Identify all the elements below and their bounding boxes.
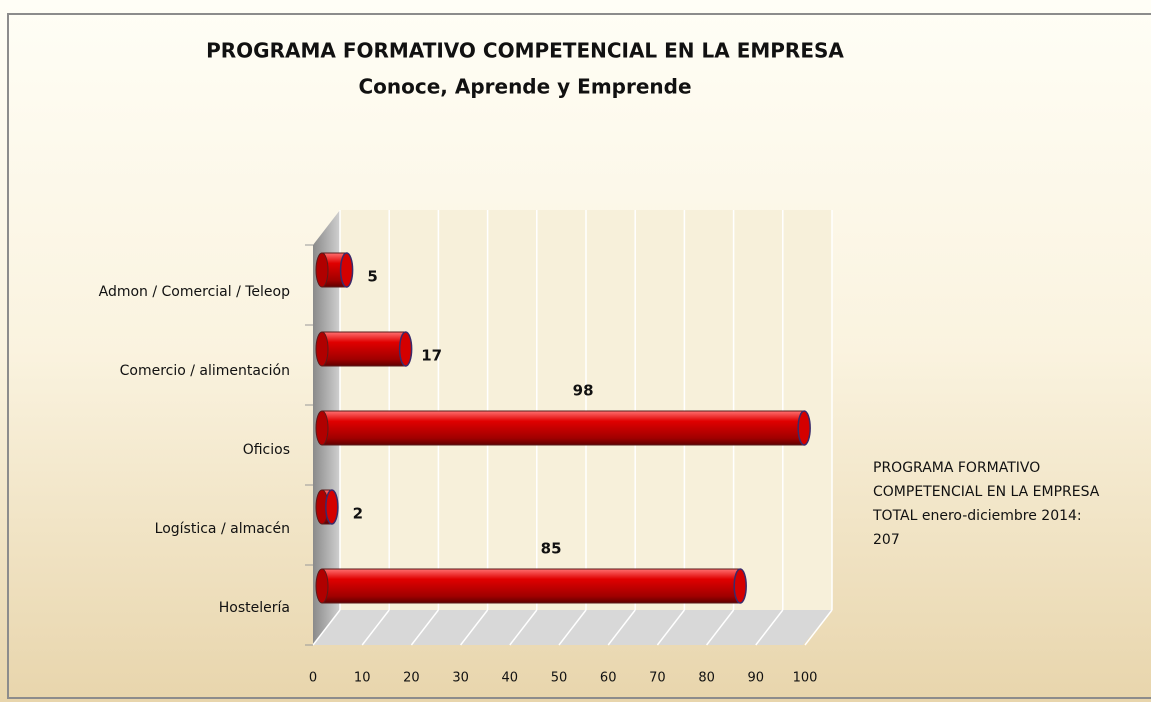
annotation: COMPETENCIAL EN LA EMPRESA	[873, 484, 1100, 500]
x-tick-label: 50	[551, 671, 568, 686]
x-tick-label: 20	[403, 671, 420, 686]
x-tick-label: 40	[502, 671, 519, 686]
annotation: 207	[873, 532, 900, 548]
x-tick-label: 10	[354, 671, 371, 686]
x-tick-label: 70	[649, 671, 666, 686]
bar-cap	[733, 568, 747, 604]
value-label: 17	[421, 347, 442, 365]
annotation: PROGRAMA FORMATIVO	[873, 460, 1040, 476]
value-label: 2	[353, 505, 363, 523]
x-tick-label: 0	[309, 671, 317, 686]
bar-base	[315, 568, 329, 604]
floor-grid-line	[361, 609, 390, 646]
floor-grid-line	[607, 609, 636, 646]
floor-grid-line	[755, 609, 784, 646]
bar	[321, 331, 407, 367]
x-tick-label: 30	[452, 671, 469, 686]
bar-base	[315, 410, 329, 446]
floor-grid-line	[804, 609, 833, 646]
bar-cap	[398, 331, 413, 367]
bar-base	[315, 252, 329, 288]
value-label: 5	[367, 268, 377, 286]
value-label: 85	[541, 540, 562, 558]
bar	[321, 568, 741, 604]
x-tick-label: 90	[748, 671, 765, 686]
floor-grid-line	[410, 609, 439, 646]
x-tick-label: 80	[698, 671, 715, 686]
bar	[321, 410, 805, 446]
x-tick-label: 60	[600, 671, 617, 686]
floor-grid-line	[312, 609, 341, 646]
y-tick-label: Logística / almacén	[155, 521, 290, 537]
floor-grid-line	[706, 609, 735, 646]
y-tick-label: Oficios	[243, 442, 290, 458]
floor-grid-line	[460, 609, 489, 646]
bar-cap	[325, 489, 339, 525]
y-tick-label: Comercio / alimentación	[120, 363, 290, 379]
y-tick-label: Admon / Comercial / Teleop	[99, 284, 290, 300]
floor-grid-line	[509, 609, 538, 646]
floor-grid-line	[656, 609, 685, 646]
bar-cap	[339, 252, 354, 288]
chart-title: PROGRAMA FORMATIVO COMPETENCIAL EN LA EM…	[206, 39, 844, 63]
x-tick-label: 100	[793, 671, 818, 686]
bar-base	[315, 331, 329, 367]
floor-grid-line	[558, 609, 587, 646]
value-label: 98	[573, 382, 594, 400]
bar-cap	[797, 410, 811, 446]
annotation: TOTAL enero-diciembre 2014:	[872, 508, 1082, 524]
border	[7, 13, 1151, 699]
chart-subtitle: Conoce, Aprende y Emprende	[358, 75, 691, 99]
y-tick-label: Hostelería	[219, 600, 290, 616]
